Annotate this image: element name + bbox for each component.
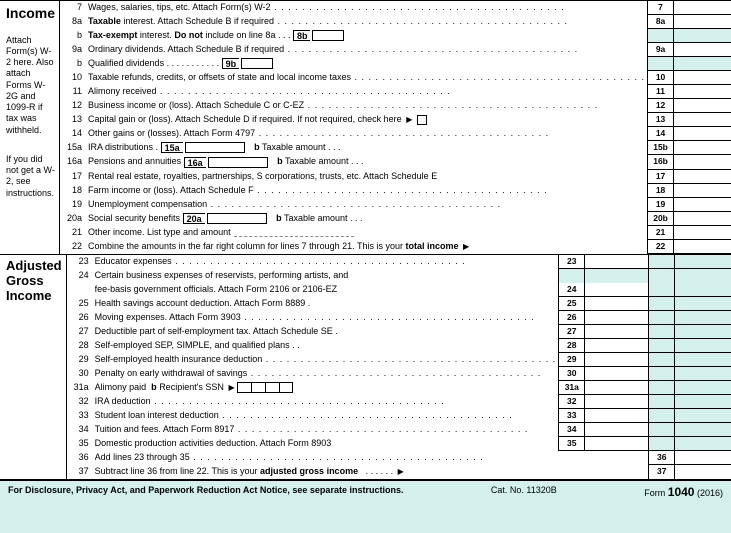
line-16b-amount[interactable] [673, 155, 731, 169]
income-section: Income Attach Form(s) W-2 here. Also att… [0, 1, 731, 254]
line-8a: 8a Taxable interest. Attach Schedule B i… [60, 15, 731, 29]
line-12: 12 Business income or (loss). Attach Sch… [60, 99, 731, 113]
line-8a-amount[interactable] [673, 15, 731, 29]
arrow-icon [228, 382, 234, 392]
line-7-rlab: 7 [647, 1, 673, 15]
line-7: 7 Wages, salaries, tips, etc. Attach For… [60, 1, 731, 15]
line-30: 30 Penalty on early withdrawal of saving… [67, 367, 731, 381]
line-20a-amount[interactable] [207, 213, 267, 224]
line-8b-amount[interactable] [312, 30, 344, 41]
line-10-amount[interactable] [673, 71, 731, 85]
line-23: 23 Educator expenses 23 [67, 255, 731, 269]
arrow-icon [406, 114, 412, 124]
line-24b: fee-basis government officials. Attach F… [67, 283, 731, 297]
line-13-amount[interactable] [673, 113, 731, 127]
line-27: 27 Deductible part of self-employment ta… [67, 325, 731, 339]
line-31a-amount[interactable] [584, 381, 648, 395]
line-16a-amount[interactable] [208, 157, 268, 168]
line-18: 18 Farm income or (loss). Attach Schedul… [60, 184, 731, 198]
line-27-amount[interactable] [584, 325, 648, 339]
agi-heading: Adjusted Gross Income [6, 259, 62, 304]
line-15b-amount[interactable] [673, 141, 731, 155]
line-30-amount[interactable] [584, 367, 648, 381]
line-15a: 15a IRA distributions . 15a b Taxable am… [60, 141, 731, 155]
income-sidenote-2: If you did not get a W-2, see instructio… [6, 154, 55, 199]
agi-lines: 23 Educator expenses 23 24 Certain busin… [67, 255, 731, 479]
line-11: 11 Alimony received 11 [60, 85, 731, 99]
line-19: 19 Unemployment compensation 19 [60, 198, 731, 212]
line-12-amount[interactable] [673, 99, 731, 113]
line-23-amount[interactable] [584, 255, 648, 269]
line-10: 10 Taxable refunds, credits, or offsets … [60, 71, 731, 85]
line-17: 17 Rental real estate, royalties, partne… [60, 170, 731, 184]
line-24-amount[interactable] [584, 283, 648, 297]
line-36: 36 Add lines 23 through 35 36 [67, 451, 731, 465]
line-34: 34 Tuition and fees. Attach Form 8917 34 [67, 423, 731, 437]
income-sidebar: Income Attach Form(s) W-2 here. Also att… [0, 1, 60, 254]
line-29-amount[interactable] [584, 353, 648, 367]
line-37: 37 Subtract line 36 from line 22. This i… [67, 465, 731, 479]
line-15a-amount[interactable] [185, 142, 245, 153]
ssn-input[interactable] [237, 382, 251, 393]
footer-catalog: Cat. No. 11320B [491, 485, 557, 499]
line-20a: 20a Social security benefits 20a b Taxab… [60, 212, 731, 226]
line-29: 29 Self-employed health insurance deduct… [67, 353, 731, 367]
line-37-amount[interactable] [674, 465, 731, 479]
line-36-amount[interactable] [674, 451, 731, 465]
line-34-amount[interactable] [584, 423, 648, 437]
income-sidenote-1: Attach Form(s) W-2 here. Also attach For… [6, 35, 55, 136]
line-21-type-input[interactable] [234, 227, 354, 237]
line-33-amount[interactable] [584, 409, 648, 423]
line-24a: 24 Certain business expenses of reservis… [67, 269, 731, 283]
line-35-amount[interactable] [584, 437, 648, 451]
form-1040-page: Income Attach Form(s) W-2 here. Also att… [0, 0, 731, 480]
line-16a: 16a Pensions and annuities 16a b Taxable… [60, 155, 731, 169]
line-25: 25 Health savings account deduction. Att… [67, 297, 731, 311]
line-33: 33 Student loan interest deduction 33 [67, 409, 731, 423]
line-28: 28 Self-employed SEP, SIMPLE, and qualif… [67, 339, 731, 353]
line-9a: 9a Ordinary dividends. Attach Schedule B… [60, 43, 731, 57]
line-18-amount[interactable] [673, 184, 731, 198]
line-9b: b Qualified dividends . . . . . . . . . … [60, 57, 731, 71]
line-8b-desc: Tax-exempt interest. Do not include on l… [88, 29, 647, 43]
page-footer: For Disclosure, Privacy Act, and Paperwo… [0, 480, 731, 505]
line-19-amount[interactable] [673, 198, 731, 212]
line-20b-amount[interactable] [673, 212, 731, 226]
line-9b-amount[interactable] [241, 58, 273, 69]
line-22: 22 Combine the amounts in the far right … [60, 240, 731, 254]
line-21: 21 Other income. List type and amount 21 [60, 226, 731, 240]
line-7-amount[interactable] [673, 1, 731, 15]
line-26: 26 Moving expenses. Attach Form 3903 26 [67, 311, 731, 325]
line-13: 13 Capital gain or (loss). Attach Schedu… [60, 113, 731, 127]
footer-form-id: Form 1040 (2016) [644, 485, 723, 499]
arrow-icon [463, 241, 469, 251]
line-32-amount[interactable] [584, 395, 648, 409]
line-8b: b Tax-exempt interest. Do not include on… [60, 29, 731, 43]
line-7-desc: Wages, salaries, tips, etc. Attach Form(… [88, 1, 647, 15]
line-14: 14 Other gains or (losses). Attach Form … [60, 127, 731, 141]
line-35: 35 Domestic production activities deduct… [67, 437, 731, 451]
footer-disclosure: For Disclosure, Privacy Act, and Paperwo… [8, 485, 403, 499]
line-22-amount[interactable] [673, 240, 731, 254]
income-lines: 7 Wages, salaries, tips, etc. Attach For… [60, 1, 731, 254]
line-25-amount[interactable] [584, 297, 648, 311]
line-13-checkbox[interactable] [417, 115, 427, 125]
agi-sidebar: Adjusted Gross Income [0, 255, 67, 479]
line-11-amount[interactable] [673, 85, 731, 99]
line-31a: 31a Alimony paid b Recipient's SSN 31a [67, 381, 731, 395]
line-32: 32 IRA deduction 32 [67, 395, 731, 409]
line-28-amount[interactable] [584, 339, 648, 353]
line-9a-amount[interactable] [673, 43, 731, 57]
agi-section: Adjusted Gross Income 23 Educator expens… [0, 254, 731, 479]
line-8a-desc: Taxable interest. Attach Schedule B if r… [88, 15, 647, 29]
line-14-amount[interactable] [673, 127, 731, 141]
line-26-amount[interactable] [584, 311, 648, 325]
income-heading: Income [6, 5, 55, 23]
line-17-amount[interactable] [673, 170, 731, 184]
arrow-icon [398, 466, 404, 476]
line-21-amount[interactable] [673, 226, 731, 240]
